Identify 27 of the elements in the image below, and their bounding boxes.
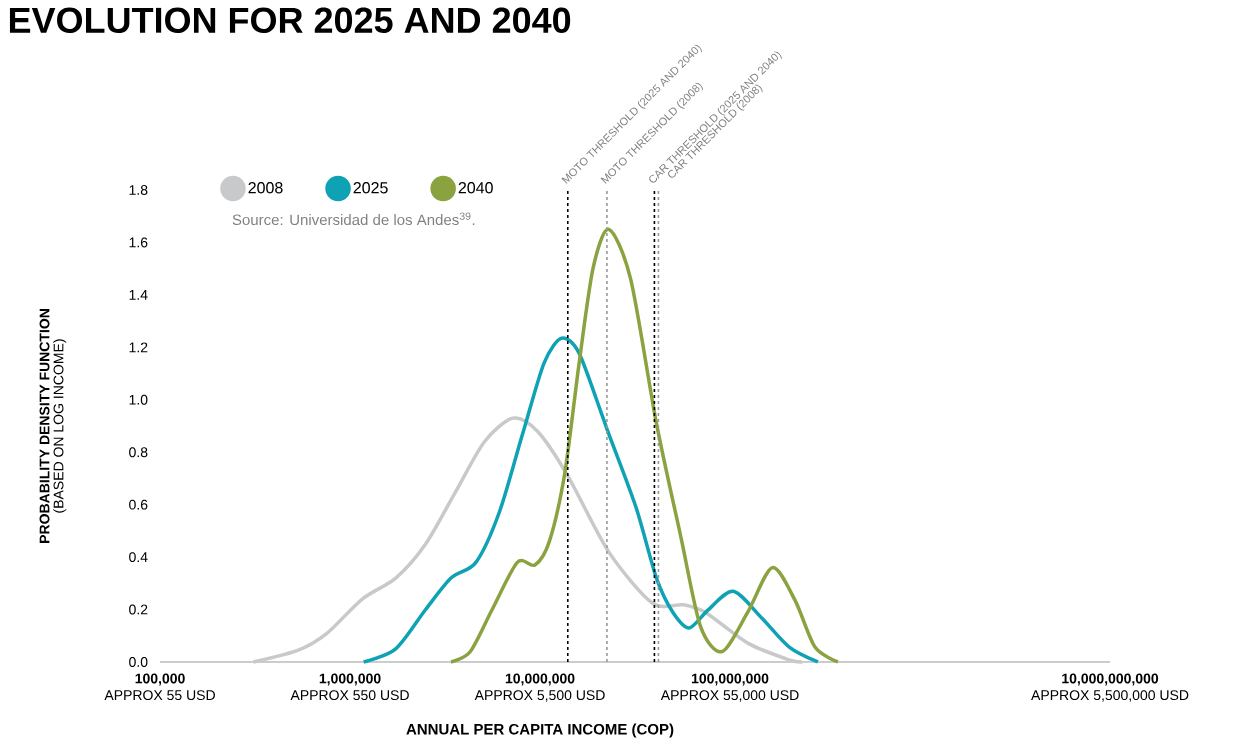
y-tick-label: 1.8 [129, 185, 148, 195]
y-tick-label: 1.0 [129, 394, 148, 405]
y-tick-label: 0.4 [129, 552, 148, 563]
text: APPROX 55,000 USD [660, 690, 799, 702]
y-tick-label: 1.6 [129, 237, 148, 248]
x-tick-label: 10,000,000,000 [1062, 673, 1159, 686]
legend-label: 2025 [353, 182, 388, 194]
y-tick-label: 1.4 [129, 290, 148, 300]
text: APPROX 550 USD [290, 690, 409, 701]
x-tick-label: 10,000,000 [505, 673, 575, 686]
y-tick-label: 1.2 [129, 342, 148, 353]
text: APPROX 5,500,000 USD [1031, 690, 1189, 702]
y-tick-label: 0.8 [129, 447, 148, 458]
y-tick-label: 0.6 [129, 499, 148, 510]
x-axis-title: ANNUAL PER CAPITA INCOME (COP) [406, 723, 674, 738]
x-tick-label: 100,000 [135, 673, 185, 686]
text: APPROX 5,500 USD [474, 690, 605, 702]
x-tick-label: 100,000,000 [691, 673, 769, 686]
y-axis-title: PROBABILITY DENSITY FUNCTION (BASED ON LOG INCOME) [39, 309, 67, 543]
legend-label: 2040 [458, 182, 493, 194]
chart-title: EVOLUTION FOR 2025 AND 2040 [9, 7, 571, 33]
annotation: Source: Universidad de los Andes$^{39}$. [232, 212, 475, 226]
y-tick-label: 0.2 [129, 604, 148, 615]
y-tick-label: 0.0 [129, 657, 148, 667]
x-tick-label: 1,000,000 [319, 673, 381, 686]
text: APPROX 55 USD [104, 690, 215, 701]
legend-label: 2008 [248, 182, 283, 194]
